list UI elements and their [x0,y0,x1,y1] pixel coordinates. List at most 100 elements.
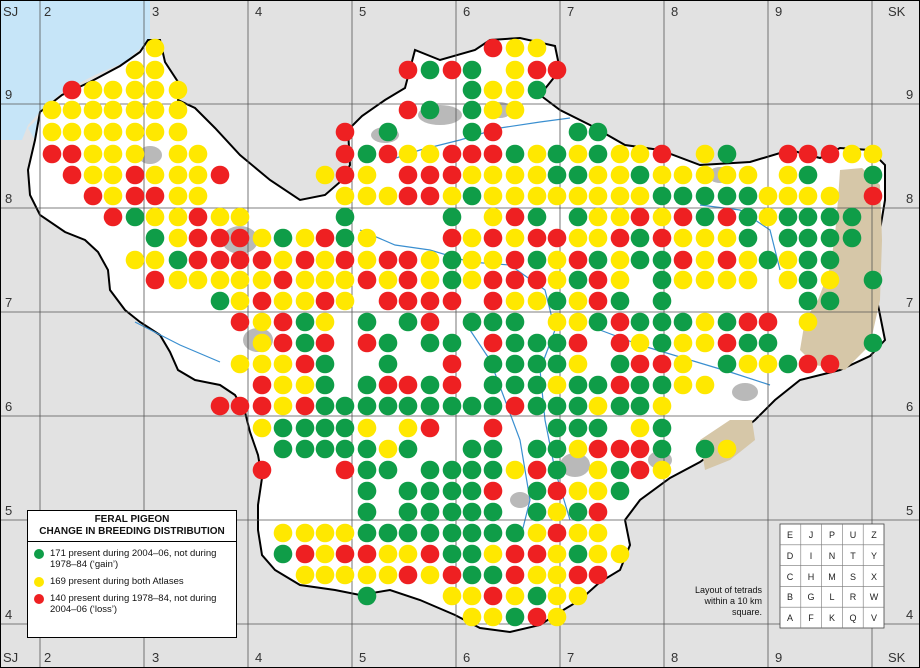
both-dot [442,586,462,606]
gain-dot [527,502,547,522]
gain-dot [398,481,418,501]
gain-dot [357,375,377,395]
gain-dot [357,481,377,501]
loss-dot [357,270,377,290]
both-dot [252,333,272,353]
both-dot [210,270,230,290]
both-dot [758,354,778,374]
gain-dot [630,375,650,395]
loss-dot [673,207,693,227]
gain-dot [695,207,715,227]
both-dot [483,165,503,185]
loss-dot [398,186,418,206]
both-dot [315,270,335,290]
gain-dot [798,270,818,290]
both-dot [695,250,715,270]
both-dot [103,100,123,120]
both-dot [547,607,567,627]
both-dot [738,354,758,374]
both-dot [145,250,165,270]
both-dot [695,228,715,248]
both-dot [547,375,567,395]
row-label-left-8: 8 [5,191,12,206]
both-dot [420,565,440,585]
loss-dot [335,165,355,185]
gain-dot [442,250,462,270]
loss-dot [442,165,462,185]
tetrad-cell: A [787,613,793,623]
gain-dot [357,312,377,332]
loss-dot [315,333,335,353]
loss-dot [188,228,208,248]
gain-dot [652,291,672,311]
gain-dot [483,312,503,332]
loss-dot [483,418,503,438]
both-dot [83,100,103,120]
loss-dot [420,418,440,438]
both-dot [462,607,482,627]
both-dot [547,544,567,564]
tetrad-records [42,38,883,627]
gain-dot [462,100,482,120]
both-dot [188,270,208,290]
loss-dot [630,460,650,480]
loss-dot [210,250,230,270]
gain-dot [505,607,525,627]
both-dot [588,481,608,501]
gain-dot [315,439,335,459]
both-dot [863,144,883,164]
legend-item-both: 169 present during both Atlases [34,576,230,587]
loss-dot [588,565,608,585]
gain-dot [778,228,798,248]
row-label-right-5: 5 [906,503,913,518]
loss-dot [188,250,208,270]
gain-dot [527,586,547,606]
both-dot [103,186,123,206]
both-dot [462,165,482,185]
loss-dot [505,250,525,270]
tetrad-layout-caption: Layout of tetrads within a 10 km square. [694,585,762,617]
both-dot [230,270,250,290]
both-dot [738,165,758,185]
gain-dot [505,312,525,332]
both-dot [505,165,525,185]
gain-dot [483,375,503,395]
tetrad-cell: V [871,613,877,623]
both-dot [778,270,798,290]
loss-dot [588,439,608,459]
loss-dot [335,460,355,480]
gain-dot [442,481,462,501]
both-dot [168,207,188,227]
loss-dot [83,186,103,206]
both-dot [295,375,315,395]
gain-dot [442,270,462,290]
loss-dot [252,396,272,416]
row-label-right-6: 6 [906,399,913,414]
loss-dot [420,312,440,332]
gain-dot [462,60,482,80]
both-dot [630,186,650,206]
both-dot [588,460,608,480]
gain-dot [168,250,188,270]
both-dot [462,586,482,606]
tetrad-cell: J [809,530,814,540]
both-dot [505,38,525,58]
row-label-left-4: 4 [5,607,12,622]
col-label-bottom-5: 5 [359,650,366,665]
loss-dot [210,165,230,185]
loss-dot [483,144,503,164]
both-dot [83,165,103,185]
gain-dot [505,375,525,395]
both-dot [758,186,778,206]
gain-dot [547,396,567,416]
loss-dot [483,481,503,501]
gain-dot [483,396,503,416]
loss-dot [547,523,567,543]
gain-dot [420,460,440,480]
gain-dot [610,396,630,416]
both-dot [673,354,693,374]
loss-dot [315,228,335,248]
loss-dot [252,291,272,311]
both-dot [42,122,62,142]
both-dot [168,144,188,164]
